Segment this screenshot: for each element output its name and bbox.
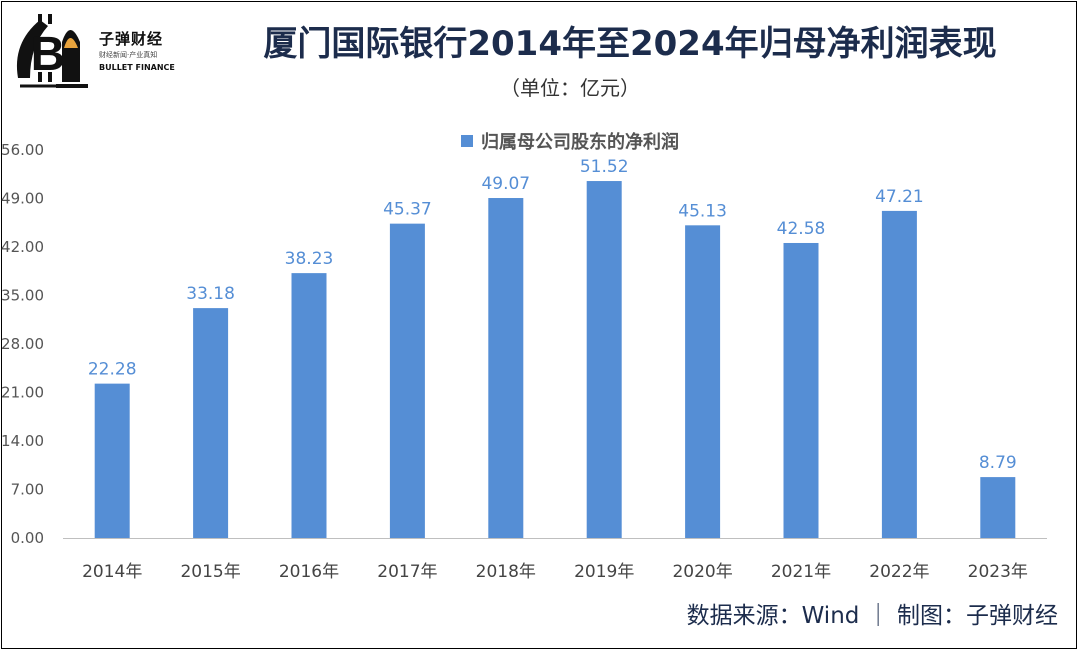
bar-2015年: [193, 308, 229, 538]
chart-legend: 归属母公司股东的净利润: [0, 128, 1080, 154]
chart-title: 厦门国际银行2014年至2024年归母净利润表现: [263, 24, 997, 64]
x-tick-label: 2019年: [574, 562, 634, 582]
x-tick-label: 2021年: [771, 562, 831, 582]
data-label: 38.23: [285, 249, 334, 269]
logo-tagline: 财经新闻·产业真知: [99, 51, 158, 59]
data-label: 42.58: [777, 219, 826, 239]
bar-2022年: [881, 210, 917, 538]
x-tick-label: 2023年: [968, 562, 1028, 582]
x-tick-label: 2015年: [180, 562, 240, 582]
data-label: 47.21: [875, 187, 924, 207]
data-label: 22.28: [88, 360, 137, 380]
data-label: 33.18: [186, 284, 235, 304]
chart-unit: （单位：亿元）: [500, 76, 640, 100]
bar-2019年: [586, 181, 622, 539]
legend-swatch: [461, 135, 473, 147]
data-label: 45.37: [383, 200, 432, 220]
data-label: 45.13: [678, 201, 727, 221]
bar-2021年: [783, 242, 819, 538]
bar-2023年: [980, 477, 1016, 538]
x-tick-label: 2014年: [82, 562, 142, 582]
x-tick-label: 2020年: [672, 562, 732, 582]
legend-label: 归属母公司股东的净利润: [481, 132, 679, 153]
logo-name-cn: 子弹财经: [99, 30, 164, 48]
brand-logo: B 子弹财经 财经新闻·产业真知 BULLET FINANCE: [10, 8, 175, 98]
x-tick-label: 2022年: [869, 562, 929, 582]
bar-2016年: [291, 273, 327, 538]
y-tick-label: 0.00: [11, 529, 44, 547]
y-tick-label: 56.00: [1, 141, 44, 159]
bar-2018年: [488, 198, 524, 538]
data-label: 51.52: [580, 157, 629, 177]
y-tick-label: 28.00: [1, 335, 44, 353]
y-tick-label: 7.00: [11, 481, 44, 499]
y-tick-label: 35.00: [1, 287, 44, 305]
bar-2014年: [94, 383, 130, 538]
y-tick-label: 14.00: [1, 432, 44, 450]
x-tick-label: 2018年: [476, 562, 536, 582]
y-tick-label: 49.00: [1, 190, 44, 208]
x-tick-label: 2016年: [279, 562, 339, 582]
bitcoin-bullet-logo-icon: B: [16, 14, 88, 88]
data-label: 49.07: [481, 174, 530, 194]
data-source-note: 数据来源：Wind ｜ 制图：子弹财经: [686, 603, 1058, 629]
y-tick-label: 21.00: [1, 384, 44, 402]
y-tick-label: 42.00: [1, 238, 44, 256]
bar-2020年: [685, 225, 721, 538]
x-tick-label: 2017年: [377, 562, 437, 582]
logo-name-en: BULLET FINANCE: [99, 63, 175, 72]
bar-2017年: [389, 223, 425, 539]
data-label: 8.79: [979, 453, 1017, 473]
